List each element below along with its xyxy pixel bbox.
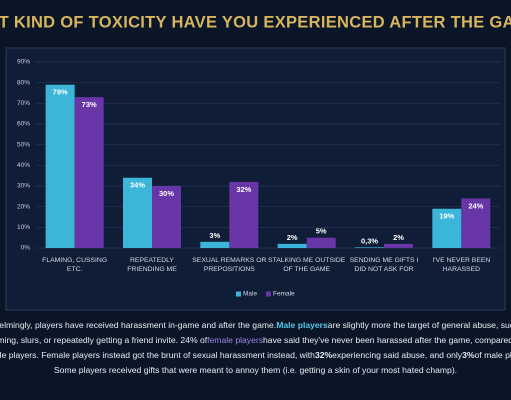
chart-title: WHAT KIND OF TOXICITY HAVE YOU EXPERIENC… [0, 13, 511, 31]
value-label: 32% [236, 185, 251, 194]
bar [306, 237, 336, 248]
caption-text: of male players [474, 350, 511, 360]
bar [432, 208, 462, 248]
x-tick-label: SENDING ME GIFTS I DID NOT ASK FOR [350, 257, 419, 273]
bar [74, 97, 104, 248]
bar [229, 181, 259, 248]
y-tick-label: 60% [17, 121, 30, 128]
y-tick-label: 80% [17, 79, 30, 86]
caption-bold: 32% [314, 350, 333, 360]
value-label: 24% [468, 201, 483, 210]
bar [123, 177, 152, 248]
value-label: 0,3% [361, 236, 378, 245]
legend-swatch [266, 291, 271, 297]
bar [45, 84, 75, 248]
y-tick-label: 30% [17, 183, 30, 190]
x-tick-label: STALKING ME OUTSIDE OF THE GAME [268, 257, 346, 273]
x-tick-label: REPEATEDLY FRIENDING ME [127, 257, 177, 273]
value-label: 34% [130, 181, 145, 190]
caption-text: flaming, slurs, or repeatedly getting a … [0, 335, 208, 345]
caption-text: erwhelmingly, players have received hara… [0, 320, 277, 330]
x-tick-label: SEXUAL REMARKS OR PREPOSITIONS [192, 257, 266, 273]
bar [355, 247, 384, 248]
legend-label: Male [243, 291, 257, 298]
y-tick-label: 50% [17, 141, 30, 148]
y-tick-label: 10% [17, 224, 30, 231]
y-tick-label: 40% [17, 162, 30, 169]
x-tick-label: I'VE NEVER BEEN HARASSED [432, 257, 490, 273]
caption-highlight: Male players [276, 320, 328, 330]
value-label: 30% [159, 189, 174, 198]
bar [200, 241, 230, 248]
value-label: 5% [316, 227, 327, 236]
caption-text: are slightly more the target of general … [327, 320, 511, 330]
legend-swatch [236, 291, 241, 297]
caption-text: of male players. Female players instead … [0, 350, 315, 360]
value-label: 2% [287, 233, 298, 242]
value-label: 73% [82, 100, 97, 109]
y-tick-label: 20% [17, 203, 30, 210]
caption-highlight: female players [207, 335, 264, 345]
caption-line: flaming, slurs, or repeatedly getting a … [0, 333, 511, 348]
caption: erwhelmingly, players have received hara… [0, 318, 511, 398]
caption-text: Some players received gifts that were me… [53, 365, 458, 375]
legend-label: Female [273, 291, 295, 298]
x-tick-label: FLAMING, CUSSING ETC. [42, 257, 107, 273]
y-tick-label: 90% [17, 59, 30, 66]
caption-line: of male players. Female players instead … [0, 348, 511, 363]
bar [277, 243, 307, 248]
value-label: 79% [53, 88, 68, 97]
bar [384, 243, 413, 248]
caption-bold: 3% [462, 350, 475, 360]
y-tick-label: 70% [17, 100, 30, 107]
caption-line: Some players received gifts that were me… [0, 363, 511, 378]
value-label: 3% [209, 231, 220, 240]
value-label: 19% [439, 212, 454, 221]
y-tick-label: 0% [21, 245, 31, 252]
caption-text: experiencing said abuse, and only [332, 350, 463, 360]
value-label: 2% [393, 233, 404, 242]
bar [461, 198, 491, 248]
caption-text: have said they've never been harassed af… [263, 335, 511, 345]
bar [152, 186, 181, 248]
caption-line: erwhelmingly, players have received hara… [0, 318, 511, 333]
